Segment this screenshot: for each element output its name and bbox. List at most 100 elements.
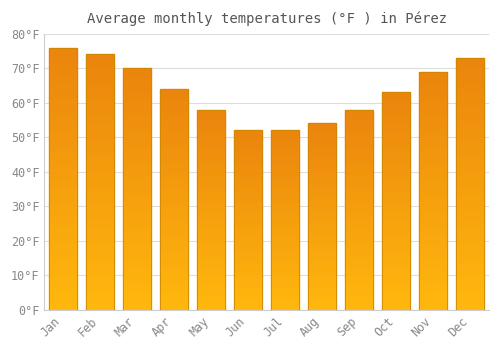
- Bar: [308, 263, 336, 265]
- Bar: [197, 218, 225, 220]
- Bar: [234, 191, 262, 193]
- Bar: [123, 257, 151, 259]
- Bar: [49, 307, 77, 310]
- Bar: [382, 281, 410, 284]
- Bar: [272, 189, 299, 191]
- Bar: [123, 273, 151, 276]
- Bar: [234, 163, 262, 164]
- Bar: [308, 177, 336, 179]
- Bar: [49, 189, 77, 192]
- Bar: [456, 270, 484, 272]
- Bar: [456, 58, 484, 61]
- Bar: [382, 216, 410, 218]
- Bar: [234, 132, 262, 134]
- Bar: [234, 290, 262, 292]
- Bar: [420, 303, 447, 305]
- Bar: [86, 228, 114, 231]
- Bar: [346, 260, 373, 262]
- Bar: [308, 239, 336, 241]
- Bar: [86, 131, 114, 134]
- Bar: [123, 158, 151, 160]
- Bar: [308, 286, 336, 287]
- Bar: [456, 159, 484, 161]
- Bar: [346, 176, 373, 178]
- Bar: [197, 216, 225, 218]
- Bar: [197, 240, 225, 242]
- Bar: [346, 210, 373, 212]
- Bar: [49, 116, 77, 118]
- Bar: [49, 205, 77, 208]
- Bar: [197, 210, 225, 212]
- Bar: [272, 265, 299, 267]
- Bar: [86, 177, 114, 180]
- Bar: [123, 121, 151, 124]
- Bar: [308, 157, 336, 159]
- Bar: [160, 250, 188, 252]
- Bar: [234, 254, 262, 256]
- Bar: [382, 275, 410, 277]
- Bar: [456, 131, 484, 133]
- Bar: [123, 109, 151, 112]
- Bar: [197, 272, 225, 274]
- Bar: [382, 173, 410, 175]
- Bar: [123, 211, 151, 213]
- Bar: [382, 134, 410, 136]
- Bar: [346, 114, 373, 116]
- Bar: [272, 258, 299, 259]
- Bar: [382, 214, 410, 216]
- Bar: [49, 236, 77, 239]
- Bar: [456, 257, 484, 259]
- Bar: [346, 152, 373, 154]
- Bar: [308, 267, 336, 269]
- Bar: [382, 284, 410, 286]
- Bar: [49, 197, 77, 199]
- Bar: [456, 126, 484, 128]
- Bar: [346, 146, 373, 148]
- Bar: [160, 193, 188, 195]
- Bar: [382, 218, 410, 220]
- Bar: [346, 218, 373, 220]
- Bar: [123, 300, 151, 302]
- Bar: [382, 186, 410, 188]
- Bar: [420, 200, 447, 203]
- Bar: [456, 70, 484, 73]
- Bar: [123, 68, 151, 71]
- Bar: [420, 126, 447, 129]
- Bar: [420, 274, 447, 276]
- Bar: [49, 82, 77, 84]
- Bar: [308, 174, 336, 176]
- Bar: [272, 272, 299, 274]
- Bar: [272, 251, 299, 252]
- Bar: [160, 219, 188, 222]
- Bar: [420, 233, 447, 236]
- Bar: [382, 277, 410, 279]
- Bar: [234, 182, 262, 184]
- Bar: [86, 164, 114, 167]
- Bar: [234, 268, 262, 270]
- Bar: [123, 83, 151, 85]
- Bar: [123, 189, 151, 191]
- Bar: [86, 266, 114, 269]
- Bar: [346, 274, 373, 276]
- Bar: [86, 223, 114, 225]
- Bar: [160, 226, 188, 228]
- Bar: [420, 150, 447, 153]
- Bar: [86, 233, 114, 236]
- Bar: [308, 149, 336, 151]
- Bar: [160, 135, 188, 138]
- Bar: [49, 271, 77, 273]
- Bar: [49, 291, 77, 294]
- Bar: [234, 249, 262, 251]
- Bar: [123, 155, 151, 158]
- Bar: [234, 297, 262, 299]
- Bar: [160, 222, 188, 224]
- Bar: [308, 161, 336, 162]
- Bar: [382, 227, 410, 229]
- Bar: [123, 172, 151, 175]
- Bar: [197, 230, 225, 232]
- Bar: [382, 195, 410, 197]
- Bar: [86, 100, 114, 103]
- Bar: [160, 96, 188, 98]
- Bar: [86, 304, 114, 307]
- Bar: [86, 90, 114, 93]
